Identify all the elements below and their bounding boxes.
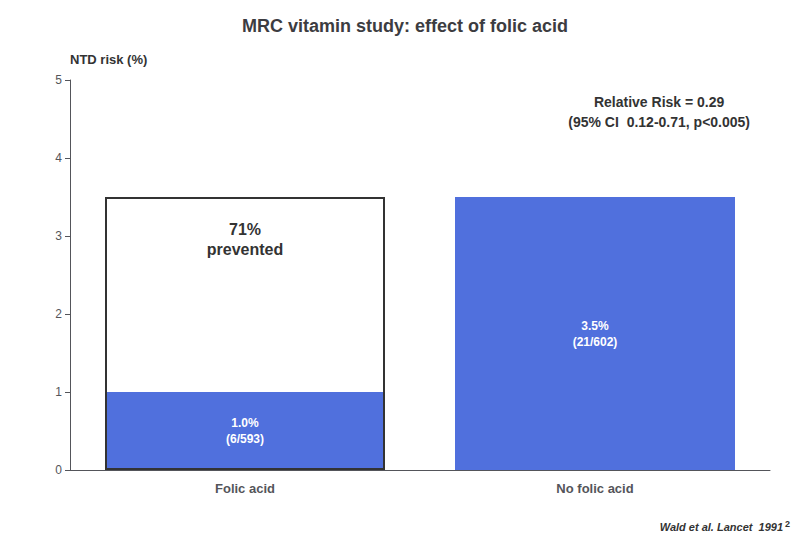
svg-text:NTD risk (%): NTD risk (%): [70, 52, 147, 67]
svg-text:No folic acid: No folic acid: [556, 481, 633, 496]
svg-text:1.0%: 1.0%: [231, 416, 259, 430]
svg-text:2: 2: [55, 307, 62, 321]
svg-text:(95% CI 0.12-0.71, p<0.005): (95% CI 0.12-0.71, p<0.005): [568, 114, 750, 130]
svg-text:3: 3: [55, 229, 62, 243]
svg-text:prevented: prevented: [207, 241, 283, 258]
svg-text:Relative Risk = 0.29: Relative Risk = 0.29: [594, 94, 725, 110]
svg-text:MRC vitamin study: effect of f: MRC vitamin study: effect of folic acid: [242, 16, 568, 36]
svg-text:(21/602): (21/602): [573, 335, 618, 349]
svg-text:5: 5: [55, 73, 62, 87]
svg-text:3.5%: 3.5%: [581, 319, 609, 333]
svg-text:4: 4: [55, 151, 62, 165]
svg-text:1: 1: [55, 385, 62, 399]
svg-text:(6/593): (6/593): [226, 432, 264, 446]
svg-text:Folic acid: Folic acid: [215, 481, 275, 496]
svg-text:0: 0: [55, 463, 62, 477]
svg-text:2: 2: [785, 519, 790, 529]
svg-text:71%: 71%: [229, 221, 261, 238]
svg-text:Wald et al. Lancet 1991: Wald et al. Lancet 1991: [660, 521, 783, 533]
